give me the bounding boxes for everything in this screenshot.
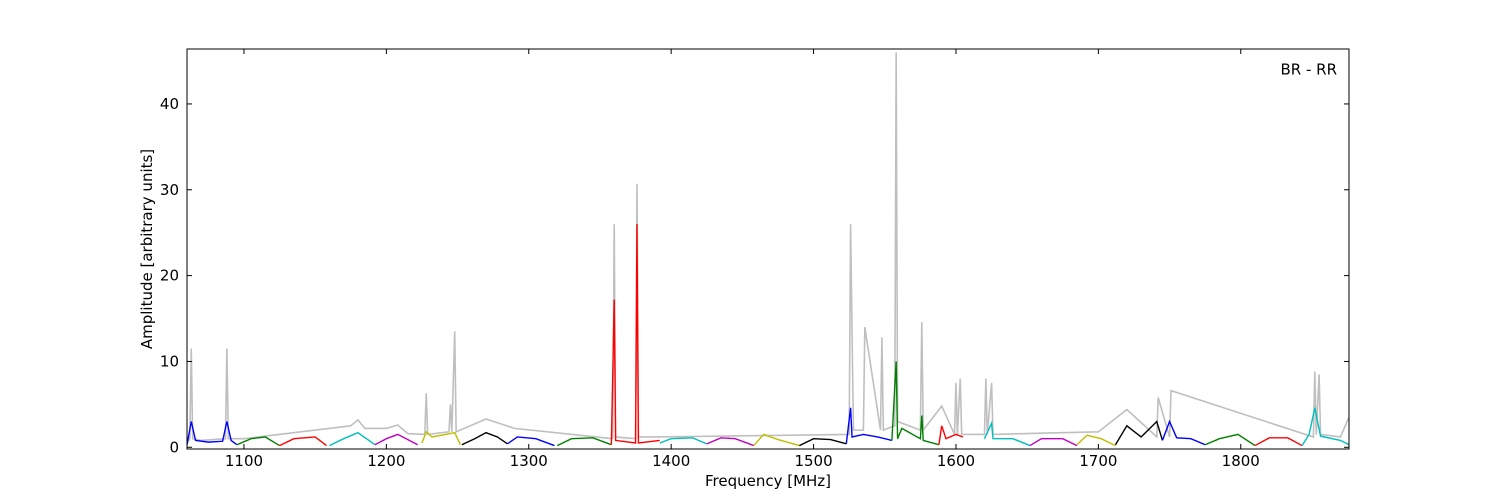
- series-line: [1254, 437, 1303, 447]
- y-tick-label: 20: [160, 267, 179, 285]
- series-line: [1301, 407, 1349, 446]
- x-tick-label: 1600: [937, 452, 975, 470]
- series-line: [374, 433, 419, 446]
- series-line: [799, 437, 847, 447]
- y-tick-label: 10: [160, 352, 179, 370]
- series-line: [706, 437, 755, 447]
- y-tick-label: 30: [160, 181, 179, 199]
- x-tick-label: 1300: [510, 452, 548, 470]
- series-line: [938, 425, 964, 445]
- series-line: [753, 433, 800, 447]
- x-tick-label: 1100: [225, 452, 263, 470]
- series-line: [1114, 420, 1164, 446]
- y-tick-label: 0: [169, 438, 179, 456]
- series-line: [187, 52, 1349, 444]
- series-line: [1161, 419, 1206, 446]
- series-line: [187, 421, 238, 446]
- series-line: [279, 436, 327, 447]
- y-axis-label: Amplitude [arbitrary units]: [138, 149, 156, 349]
- series-line: [983, 420, 1031, 447]
- plot-frame: [186, 48, 1350, 450]
- x-tick-label: 1500: [794, 452, 832, 470]
- x-axis-label: Frequency [MHz]: [705, 472, 831, 490]
- series-line: [1029, 438, 1078, 447]
- annotation: BR - RR: [1280, 61, 1337, 79]
- series-line: [461, 431, 508, 446]
- series-line: [1076, 434, 1116, 447]
- x-tick-label: 1700: [1079, 452, 1117, 470]
- series-line: [659, 437, 708, 445]
- y-tick-label: 40: [160, 95, 179, 113]
- series-line: [329, 431, 376, 447]
- series-line: [507, 436, 555, 447]
- series-line: [891, 361, 940, 446]
- series-line: [845, 407, 893, 444]
- x-tick-label: 1200: [367, 452, 405, 470]
- series-line: [556, 437, 612, 447]
- series-line: [610, 224, 660, 445]
- x-tick-label: 1800: [1222, 452, 1260, 470]
- x-tick-label: 1400: [652, 452, 690, 470]
- series-line: [421, 430, 462, 446]
- series-line: [1204, 433, 1256, 447]
- series-line: [236, 436, 280, 447]
